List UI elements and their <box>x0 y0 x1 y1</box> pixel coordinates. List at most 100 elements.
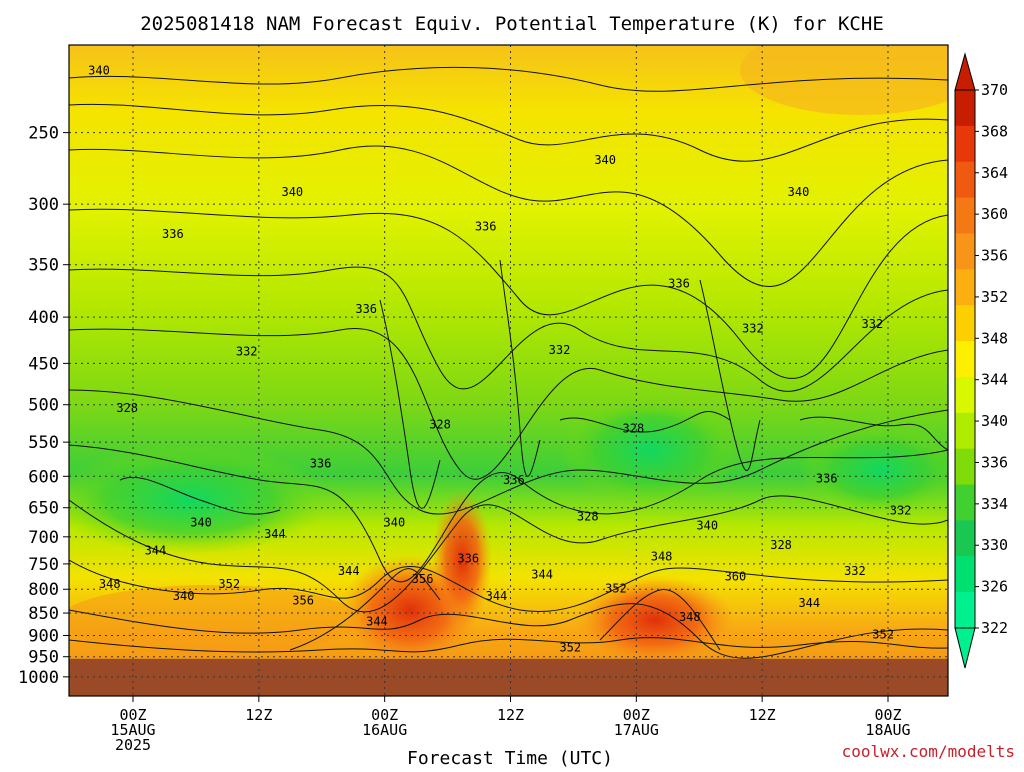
contour-label: 356 <box>292 594 314 608</box>
y-tick-label: 400 <box>28 308 59 328</box>
contour-label: 336 <box>162 227 184 241</box>
contour-label: 336 <box>816 472 838 486</box>
plot-area: 340 340 340 340 336 336 336 336 332 332 332 332 328 3… <box>69 45 948 696</box>
warm-top-right <box>740 45 948 115</box>
contour-label: 340 <box>190 515 212 529</box>
colorbar-label: 322 <box>981 619 1008 637</box>
colorbar-label: 326 <box>981 578 1008 596</box>
x-tick-label: 2025 <box>115 736 151 754</box>
colorbar-label: 340 <box>981 412 1008 430</box>
contour-label: 344 <box>366 614 388 628</box>
colorbar-label: 336 <box>981 453 1008 471</box>
x-tick-label: 12Z <box>245 706 272 724</box>
warm-band-15aug <box>69 585 360 655</box>
x-tick-label: 16AUG <box>362 721 407 739</box>
colorbar-swatch <box>955 125 975 163</box>
x-tick-label: 00Z <box>874 706 901 724</box>
colorbar-swatch <box>955 341 975 378</box>
colorbar-label: 360 <box>981 205 1008 223</box>
x-tick-label: 00Z <box>119 706 146 724</box>
contour-label: 336 <box>503 473 525 487</box>
colorbar-label: 348 <box>981 329 1008 347</box>
colorbar-swatch <box>955 269 975 306</box>
contour-label: 356 <box>412 572 434 586</box>
colorbar-swatch <box>955 376 975 414</box>
colorbar-label: 370 <box>981 81 1008 99</box>
y-tick-label: 600 <box>28 467 59 487</box>
colorbar-swatch <box>955 161 975 199</box>
grid-lines <box>69 45 948 696</box>
x-axis-title: Forecast Time (UTC) <box>407 748 613 768</box>
contour-label: 360 <box>725 569 747 583</box>
contour-label: 328 <box>116 401 138 415</box>
x-tick-label: 17AUG <box>614 721 659 739</box>
contour-label: 352 <box>605 582 627 596</box>
contour-label: 340 <box>788 185 810 199</box>
contour-label: 336 <box>310 456 332 470</box>
colorbar-swatch <box>955 556 975 593</box>
y-tick-label: 500 <box>28 396 59 416</box>
cool-pocket-15aug <box>69 445 330 555</box>
colorbar-swatch <box>955 448 975 486</box>
colorbar-swatch <box>955 520 975 557</box>
y-tick-label: 650 <box>28 499 59 519</box>
colorbar-label: 352 <box>981 288 1008 306</box>
contour-label: 344 <box>486 589 508 603</box>
contour-label: 340 <box>281 185 303 199</box>
contour-label: 336 <box>355 302 377 316</box>
contour-label: 344 <box>264 527 286 541</box>
contour-label: 352 <box>559 640 581 654</box>
y-tick-label: 350 <box>28 256 59 276</box>
cool-pocket-17aug <box>560 395 740 505</box>
x-tick-label: 18AUG <box>865 721 910 739</box>
contour-label: 340 <box>173 589 195 603</box>
colorbar-swatch <box>955 197 975 234</box>
contour-label: 348 <box>651 550 673 564</box>
colorbar-top-arrow <box>954 52 976 91</box>
y-axis: 2503003504004505005506006507007508008509… <box>18 124 69 688</box>
contour-label: 328 <box>577 510 599 524</box>
contour-label: 348 <box>679 610 701 624</box>
colorbar-label: 364 <box>981 164 1008 182</box>
y-tick-label: 700 <box>28 528 59 548</box>
contour-label: 328 <box>429 418 451 432</box>
contour-label: 332 <box>890 504 912 518</box>
contour-label: 336 <box>668 277 690 291</box>
contour-lines <box>69 66 948 659</box>
contour-label: 340 <box>696 518 718 532</box>
colorbar-swatch <box>955 90 975 127</box>
contour-label: 328 <box>623 421 645 435</box>
chart-title: 2025081418 NAM Forecast Equiv. Potential… <box>140 13 884 35</box>
contour-label: 340 <box>88 63 110 77</box>
plot-frame <box>68 44 949 697</box>
colorbar-label: 368 <box>981 122 1008 140</box>
contour-label: 328 <box>770 538 792 552</box>
y-tick-label: 1000 <box>18 668 59 688</box>
y-tick-label: 900 <box>28 626 59 646</box>
contour-label: 332 <box>742 322 764 336</box>
x-tick-label: 00Z <box>371 706 398 724</box>
colorbar-label: 334 <box>981 495 1008 513</box>
x-tick-label: 12Z <box>497 706 524 724</box>
colorbar-label: 330 <box>981 536 1008 554</box>
colorbar-swatch <box>955 412 975 450</box>
colorbar-swatch <box>955 305 975 342</box>
contour-label: 352 <box>872 628 894 642</box>
y-tick-label: 850 <box>28 604 59 624</box>
contour-label: 332 <box>844 564 866 578</box>
y-tick-label: 300 <box>28 195 59 215</box>
y-tick-label: 800 <box>28 580 59 600</box>
x-tick-label: 12Z <box>749 706 776 724</box>
warm-core-17aug <box>575 575 735 665</box>
y-tick-label: 950 <box>28 648 59 668</box>
contour-labels: 340 340 340 340 336 336 336 336 332 332 332 332 328 3… <box>88 63 912 654</box>
colorbar-frame <box>954 89 976 629</box>
below-ground-surface <box>69 658 948 696</box>
contour-label: 340 <box>594 153 616 167</box>
cool-pocket-18aug <box>800 425 948 515</box>
colorbar: 370 368 364 360 356 352 348 344 340 336 334 330 326 3… <box>954 52 1008 669</box>
contour-label: 352 <box>218 577 240 591</box>
contour-label: 332 <box>236 345 258 359</box>
